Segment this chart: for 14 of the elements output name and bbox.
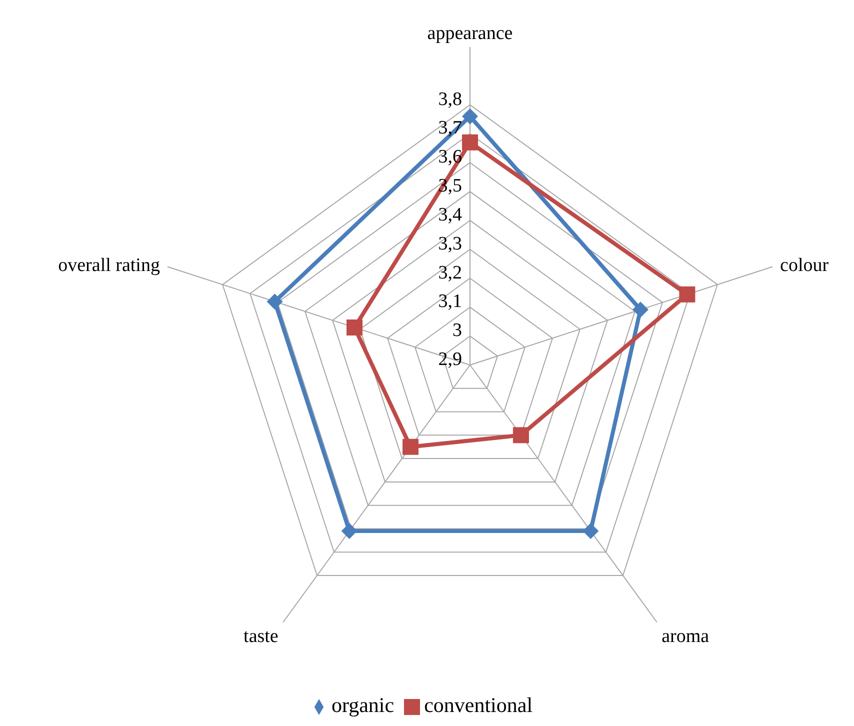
- spoke-label: appearance: [427, 23, 513, 44]
- y-tick-label: 3,8: [438, 88, 462, 110]
- y-tick-label: 3,1: [438, 291, 462, 312]
- spoke-label: overall rating: [58, 255, 160, 276]
- y-tick-label: 3: [452, 320, 462, 342]
- y-tick-label: 3,3: [438, 233, 462, 254]
- spoke-label: aroma: [662, 626, 710, 648]
- y-tick-label: 3,2: [438, 262, 462, 284]
- legend-label: conventional: [424, 693, 533, 717]
- spoke-label: colour: [780, 255, 830, 276]
- y-tick-label: 2,9: [438, 349, 462, 370]
- legend-label: organic: [331, 693, 394, 717]
- y-tick-label: 3,4: [438, 204, 462, 226]
- spoke-label: taste: [244, 626, 278, 648]
